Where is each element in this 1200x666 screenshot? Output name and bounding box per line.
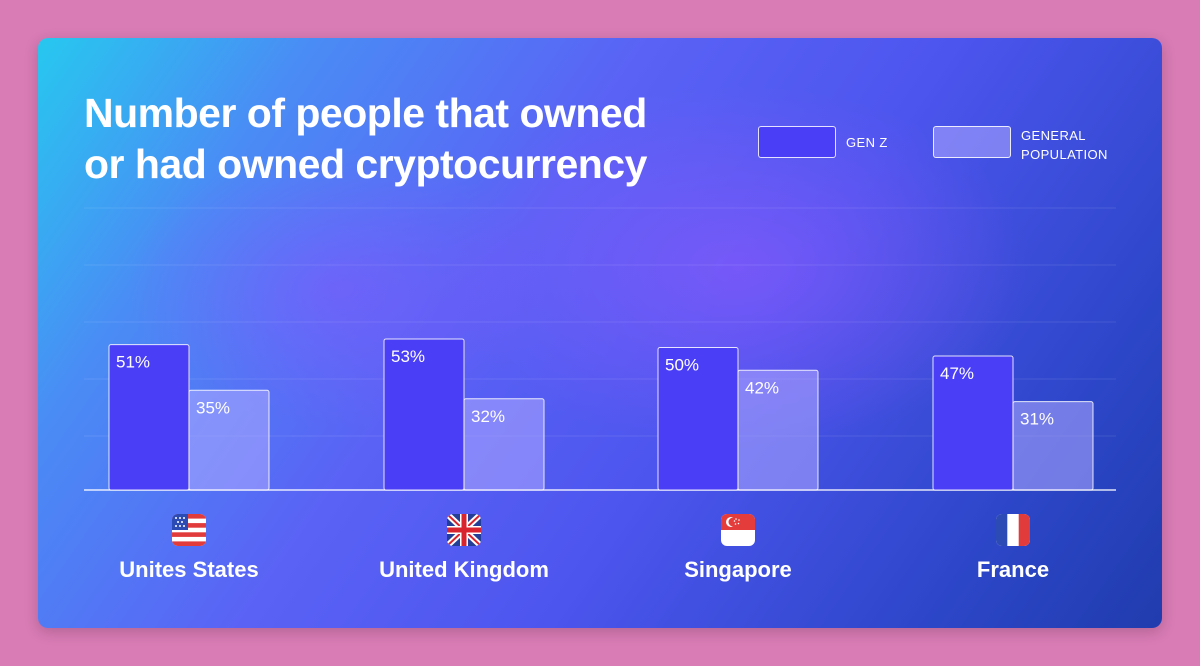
- bar-value-label-general-population-unites-states: 35%: [196, 398, 230, 417]
- chart-title: Number of people that owned or had owned…: [84, 88, 647, 190]
- bar-value-label-gen-z-unites-states: 51%: [116, 353, 150, 372]
- bar-value-label-gen-z-singapore: 50%: [665, 356, 699, 375]
- bar-value-label-general-population-france: 31%: [1020, 410, 1054, 429]
- category-label-united-kingdom: United Kingdom: [379, 557, 549, 582]
- bar-general-population-singapore: [737, 369, 819, 491]
- legend-item-gen-z: GEN Z: [758, 126, 950, 158]
- bar-chart: 51%35%53%32%50%42%47%31% Unites States Un…: [84, 207, 1116, 582]
- singapore-flag-icon: [721, 514, 755, 546]
- us-flag-icon: [172, 514, 206, 546]
- category-label-singapore: Singapore: [684, 557, 792, 582]
- category-label-france: France: [977, 557, 1049, 582]
- legend-label-gen-z: GEN Z: [846, 135, 888, 150]
- uk-flag-icon: [447, 514, 481, 546]
- legend-item-general-population: GENERAL POPULATION: [933, 126, 1125, 164]
- bar-value-labels: 51% 35% 53% 32% 50% 42% 47% 31%: [116, 347, 1054, 429]
- bar-value-label-gen-z-france: 47%: [940, 364, 974, 383]
- bar-general-population-unites-states: [188, 389, 270, 491]
- france-flag-icon: [996, 514, 1030, 546]
- bar-general-population-united-kingdom: [463, 398, 545, 491]
- chart-title-line-2: or had owned cryptocurrency: [84, 141, 647, 187]
- bar-general-population-france: [1012, 401, 1094, 491]
- bar-value-label-general-population-united-kingdom: 32%: [471, 407, 505, 426]
- legend-label-general-population: GENERAL POPULATION: [1021, 128, 1108, 162]
- chart-card: Number of people that owned or had owned…: [38, 38, 1162, 628]
- bar-value-label-general-population-singapore: 42%: [745, 378, 779, 397]
- category-label-unites-states: Unites States: [119, 557, 258, 582]
- legend-swatch-general-population: [933, 126, 1011, 158]
- bar-value-label-gen-z-united-kingdom: 53%: [391, 347, 425, 366]
- bars: [108, 338, 1094, 491]
- category-axis: Unites States United Kingdom Singapore Fran…: [119, 514, 1049, 582]
- legend-swatch-gen-z: [758, 126, 836, 158]
- chart-title-line-1: Number of people that owned: [84, 90, 647, 136]
